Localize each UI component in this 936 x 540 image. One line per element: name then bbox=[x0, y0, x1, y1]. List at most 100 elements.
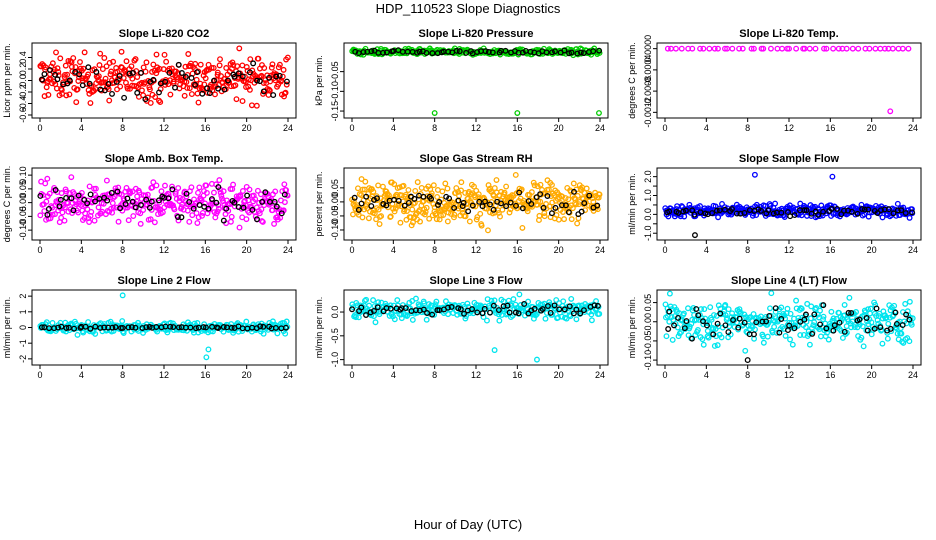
data-point bbox=[488, 297, 495, 304]
data-point bbox=[54, 65, 61, 72]
x-tick-label: 12 bbox=[159, 123, 169, 133]
data-point bbox=[758, 207, 764, 214]
data-point bbox=[110, 195, 117, 201]
data-point bbox=[787, 310, 794, 317]
data-point bbox=[514, 110, 521, 116]
data-point bbox=[192, 81, 198, 88]
data-point bbox=[370, 297, 377, 304]
data-point bbox=[234, 63, 241, 70]
data-point bbox=[254, 77, 260, 84]
data-point bbox=[391, 181, 398, 188]
data-point bbox=[209, 196, 215, 202]
data-point bbox=[542, 315, 549, 322]
data-point bbox=[412, 187, 419, 194]
data-point bbox=[121, 94, 128, 101]
data-point bbox=[692, 232, 698, 239]
data-point bbox=[700, 341, 707, 348]
data-point bbox=[122, 201, 129, 208]
data-point bbox=[596, 310, 603, 317]
data-point bbox=[166, 69, 173, 76]
data-point bbox=[561, 306, 568, 313]
data-point bbox=[231, 199, 238, 206]
data-point bbox=[791, 212, 798, 219]
data-point bbox=[742, 347, 749, 354]
data-point bbox=[574, 192, 581, 199]
data-point bbox=[830, 315, 837, 322]
data-point bbox=[848, 208, 855, 215]
data-point bbox=[894, 207, 901, 214]
data-point bbox=[56, 203, 63, 210]
data-point bbox=[898, 330, 905, 337]
data-point bbox=[210, 64, 217, 71]
data-point bbox=[440, 212, 447, 218]
data-point bbox=[430, 182, 437, 189]
x-tick-label: 16 bbox=[825, 123, 835, 133]
data-point bbox=[680, 310, 687, 317]
data-point bbox=[722, 302, 729, 308]
data-point bbox=[546, 203, 553, 210]
data-point bbox=[196, 184, 203, 191]
data-point bbox=[704, 327, 711, 334]
y-tick-label: 0 bbox=[18, 325, 28, 330]
data-point bbox=[239, 98, 246, 105]
data-point bbox=[183, 190, 190, 197]
data-point bbox=[144, 191, 151, 198]
data-point bbox=[138, 69, 145, 76]
data-point bbox=[247, 56, 254, 63]
data-point bbox=[358, 200, 365, 207]
x-tick-label: 0 bbox=[349, 123, 354, 133]
data-point bbox=[63, 92, 70, 99]
data-point bbox=[722, 45, 728, 52]
data-point bbox=[566, 303, 573, 310]
data-point bbox=[591, 302, 598, 309]
data-point bbox=[812, 45, 819, 52]
data-point bbox=[84, 206, 91, 213]
data-point bbox=[887, 108, 894, 115]
y-tick-label: -0.6 bbox=[18, 107, 28, 123]
data-point bbox=[570, 180, 577, 187]
data-point bbox=[711, 343, 718, 349]
data-point bbox=[278, 210, 285, 217]
data-point bbox=[237, 193, 244, 200]
data-point bbox=[496, 317, 503, 324]
data-point bbox=[243, 64, 250, 70]
data-point bbox=[232, 82, 239, 89]
data-point bbox=[548, 210, 555, 217]
data-point bbox=[95, 73, 102, 80]
data-point bbox=[225, 77, 231, 84]
data-point bbox=[223, 205, 230, 212]
data-point bbox=[820, 302, 827, 309]
data-point bbox=[596, 191, 603, 198]
data-point bbox=[402, 305, 409, 312]
data-point bbox=[229, 59, 236, 66]
data-point bbox=[57, 55, 64, 62]
data-point bbox=[223, 65, 230, 71]
data-point bbox=[442, 298, 449, 305]
data-point bbox=[442, 180, 449, 187]
data-point bbox=[260, 330, 267, 337]
data-point bbox=[246, 186, 253, 193]
data-point bbox=[97, 324, 104, 331]
data-point bbox=[364, 205, 371, 212]
data-point bbox=[446, 195, 453, 202]
data-point bbox=[246, 69, 253, 76]
data-point bbox=[444, 185, 451, 192]
data-point bbox=[167, 323, 174, 330]
data-point bbox=[803, 207, 810, 214]
data-point bbox=[445, 311, 451, 318]
data-point bbox=[420, 193, 427, 200]
data-point bbox=[113, 78, 120, 85]
data-point bbox=[77, 59, 83, 65]
data-point bbox=[689, 207, 696, 214]
y-tick-label: -0.10 bbox=[18, 220, 28, 241]
data-point bbox=[215, 184, 222, 190]
data-point bbox=[490, 192, 497, 199]
data-point bbox=[186, 218, 193, 225]
data-point bbox=[216, 62, 223, 69]
x-tick-label: 8 bbox=[120, 123, 125, 133]
y-tick-label: 0.05 bbox=[18, 180, 28, 198]
data-point bbox=[169, 186, 176, 193]
data-point bbox=[371, 210, 378, 217]
data-point bbox=[729, 206, 735, 212]
data-point bbox=[184, 85, 191, 91]
